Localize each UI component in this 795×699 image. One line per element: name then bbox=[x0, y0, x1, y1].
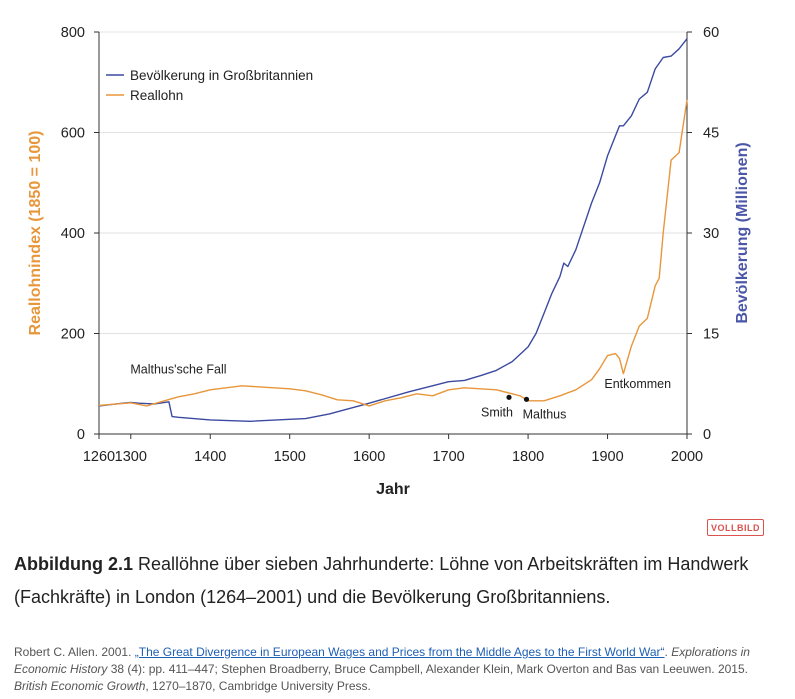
y-left-tick-label: 0 bbox=[77, 427, 85, 443]
x-tick-label: 1900 bbox=[591, 449, 623, 465]
figure-caption: Abbildung 2.1 Reallöhne über sieben Jahr… bbox=[14, 548, 784, 614]
x-tick-label: 2000 bbox=[671, 449, 703, 465]
chart: 1260 1300 1400 1500 1600 1700 1800 1900 2000 020… bbox=[27, 25, 751, 498]
y-right-axis-title: Bevölkerung (Millionen) bbox=[734, 142, 751, 323]
x-tick-label: 1600 bbox=[353, 449, 385, 465]
fullscreen-badge[interactable]: VOLLBILD bbox=[707, 519, 764, 536]
y-right-tick-label: 30 bbox=[703, 226, 719, 242]
source-middle: 38 (4): pp. 411–447; Stephen Broadberry,… bbox=[107, 662, 748, 676]
y-right-tick-label: 60 bbox=[703, 25, 719, 41]
annotations: Malthus'sche Fall Smith Malthus Entkommen bbox=[130, 363, 671, 422]
annotation-malthus: Malthus bbox=[523, 407, 567, 421]
annotation-smith: Smith bbox=[481, 405, 513, 419]
source-link[interactable]: „The Great Divergence in European Wages … bbox=[134, 645, 665, 659]
y-right-tick-label: 15 bbox=[703, 327, 719, 343]
x-tick-label: 1400 bbox=[194, 449, 226, 465]
legend-label-realwage: Reallohn bbox=[130, 88, 183, 103]
source-book: British Economic Growth bbox=[14, 679, 146, 693]
realwage-line bbox=[98, 99, 688, 407]
population-line bbox=[98, 38, 688, 422]
caption-label: Abbildung 2.1 bbox=[14, 554, 133, 574]
x-axis-title: Jahr bbox=[376, 481, 410, 498]
legend: Bevölkerung in Großbritannien Reallohn bbox=[106, 68, 313, 103]
annotation-escape: Entkommen bbox=[604, 377, 671, 391]
y-left-ticks: 0 200 400 600 800 bbox=[61, 25, 99, 443]
marker-smith bbox=[506, 394, 512, 400]
y-left-tick-label: 800 bbox=[61, 25, 85, 41]
y-left-tick-label: 200 bbox=[61, 327, 85, 343]
x-tick-label: 1800 bbox=[512, 449, 544, 465]
y-left-tick-label: 600 bbox=[61, 126, 85, 142]
marker-malthus bbox=[523, 396, 530, 402]
y-right-ticks: 0 15 30 45 60 bbox=[687, 25, 719, 443]
y-right-tick-label: 0 bbox=[703, 427, 711, 443]
series-lines bbox=[98, 38, 688, 422]
x-tick-label: 1700 bbox=[432, 449, 464, 465]
caption-text: Reallöhne über sieben Jahrhunderte: Löhn… bbox=[14, 554, 749, 607]
source-after-link: . bbox=[664, 645, 672, 659]
x-tick-label: 1260 bbox=[83, 449, 115, 465]
x-tick-label: 1500 bbox=[274, 449, 306, 465]
y-right-tick-label: 45 bbox=[703, 126, 719, 142]
source-suffix: , 1270–1870, Cambridge University Press. bbox=[145, 679, 371, 693]
annotation-malthusian-case: Malthus'sche Fall bbox=[130, 363, 226, 377]
y-left-axis-title: Reallohnindex (1850 = 100) bbox=[27, 131, 44, 336]
source-citation: Robert C. Allen. 2001. „The Great Diverg… bbox=[14, 644, 784, 695]
source-journal: Explorations in Economic History bbox=[14, 645, 750, 676]
legend-label-population: Bevölkerung in Großbritannien bbox=[130, 68, 313, 83]
x-tick-label: 1300 bbox=[115, 449, 147, 465]
x-ticks: 1260 1300 1400 1500 1600 1700 1800 1900 2000 bbox=[83, 434, 703, 465]
source-prefix: Robert C. Allen. 2001. bbox=[14, 645, 135, 659]
y-left-tick-label: 400 bbox=[61, 226, 85, 242]
gridlines bbox=[99, 132, 687, 334]
